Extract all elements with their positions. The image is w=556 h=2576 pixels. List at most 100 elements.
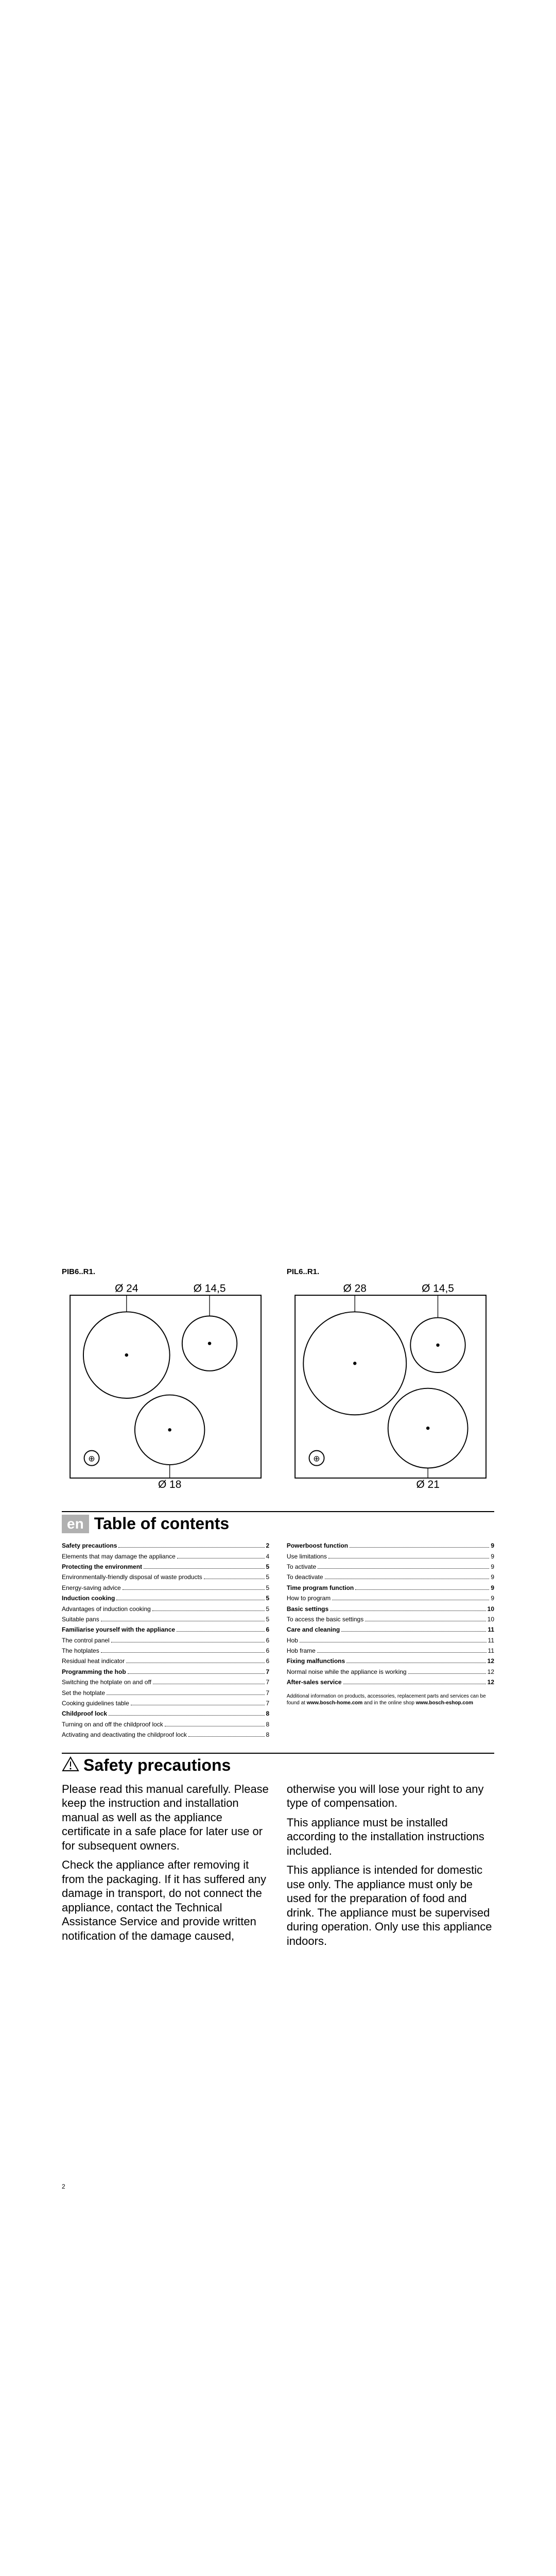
toc-entry-label: Induction cooking [62, 1593, 115, 1603]
page-content: PIB6..R1. Ø 24 Ø 14,5 Ø 18 [62, 1267, 494, 1953]
dia-r-dim-1: Ø 28 [343, 1283, 366, 1295]
dia-r-dim-3: Ø 21 [416, 1479, 439, 1488]
toc-entry: Care and cleaning11 [287, 1624, 494, 1635]
toc-entry-page: 5 [266, 1572, 270, 1582]
toc-entry: Fixing malfunctions12 [287, 1656, 494, 1666]
toc-dots [177, 1631, 264, 1632]
toc-entry-label: Care and cleaning [287, 1624, 340, 1635]
body-paragraph: This appliance must be installed accordi… [287, 1816, 494, 1858]
dia-l-dim-2: Ø 14,5 [194, 1283, 226, 1295]
toc-entry-page: 7 [266, 1677, 270, 1687]
toc-entry-label: How to program [287, 1593, 331, 1603]
toc-entry-label: Protecting the environment [62, 1562, 142, 1572]
toc-entry-label: To activate [287, 1562, 316, 1572]
toc-dots [128, 1673, 265, 1674]
body-paragraph: This appliance is intended for domestic … [287, 1863, 494, 1948]
diagram-right: PIL6..R1. Ø 28 Ø 14,5 Ø 21 [287, 1267, 494, 1490]
toc-entry-page: 5 [266, 1614, 270, 1624]
control-symbol-r: ⊕ [313, 1454, 320, 1464]
toc-entry: To access the basic settings 10 [287, 1614, 494, 1624]
toc-dots [107, 1694, 264, 1695]
toc-entry: Childproof lock8 [62, 1708, 269, 1719]
toc-entry-label: The hotplates [62, 1646, 99, 1656]
toc-dots [123, 1589, 265, 1590]
toc-entry: Familiarise yourself with the appliance6 [62, 1624, 269, 1635]
toc-entry-page: 9 [491, 1572, 494, 1582]
diagram-right-label: PIL6..R1. [287, 1267, 494, 1276]
toc-entry-page: 12 [488, 1656, 494, 1666]
toc-entry-page: 2 [266, 1540, 270, 1551]
toc-entry: How to program 9 [287, 1593, 494, 1603]
hob-diagrams-row: PIB6..R1. Ø 24 Ø 14,5 Ø 18 [62, 1267, 494, 1490]
toc-entry: Normal noise while the appliance is work… [287, 1667, 494, 1677]
toc-entry-label: Residual heat indicator [62, 1656, 125, 1666]
toc-entry-page: 11 [488, 1635, 494, 1646]
toc-entry: Protecting the environment5 [62, 1562, 269, 1572]
toc-entry: Turning on and off the childproof lock8 [62, 1719, 269, 1730]
toc-entry: Hob 11 [287, 1635, 494, 1646]
toc-dots [341, 1631, 486, 1632]
toc-entry-label: Set the hotplate [62, 1688, 105, 1698]
dia-r-dim-2: Ø 14,5 [422, 1283, 454, 1295]
toc-entry-page: 9 [491, 1551, 494, 1562]
toc-dots [350, 1547, 489, 1548]
toc-dots [118, 1547, 264, 1548]
toc-entry: Cooking guidelines table7 [62, 1698, 269, 1708]
toc-entry: The hotplates 6 [62, 1646, 269, 1656]
toc-entry-label: Normal noise while the appliance is work… [287, 1667, 407, 1677]
toc-entry-label: Environmentally-friendly disposal of was… [62, 1572, 202, 1582]
toc-entry-page: 8 [266, 1730, 270, 1740]
toc-entry-label: Programming the hob [62, 1667, 126, 1677]
toc-entry-page: 6 [266, 1646, 270, 1656]
toc-entry-label: Hob [287, 1635, 298, 1646]
toc-entry-label: Powerboost function [287, 1540, 348, 1551]
page-number: 2 [62, 2183, 65, 2190]
dia-l-dim-1: Ø 24 [115, 1283, 138, 1295]
toc-entry-page: 9 [491, 1540, 494, 1551]
toc-entry: The control panel6 [62, 1635, 269, 1646]
toc-entry: Advantages of induction cooking5 [62, 1604, 269, 1614]
toc-entry: Switching the hotplate on and off7 [62, 1677, 269, 1687]
toc-entry: To activate9 [287, 1562, 494, 1572]
warning-icon [62, 1756, 79, 1774]
toc-entry-label: To access the basic settings [287, 1614, 363, 1624]
toc-entry-page: 9 [491, 1583, 494, 1593]
toc-entry-label: After-sales service [287, 1677, 342, 1687]
toc-entry-label: Safety precautions [62, 1540, 117, 1551]
toc-dots [317, 1652, 486, 1653]
toc-dots [101, 1652, 265, 1653]
toc-entry-page: 5 [266, 1604, 270, 1614]
toc-dots [318, 1568, 489, 1569]
diagram-left-svg: Ø 24 Ø 14,5 Ø 18 ⊕ [62, 1280, 269, 1488]
toc-entry: Activating and deactivating the childpro… [62, 1730, 269, 1740]
toc-entry-page: 7 [266, 1688, 270, 1698]
toc-title: Table of contents [94, 1514, 230, 1533]
toc-entry-page: 10 [488, 1614, 494, 1624]
body-paragraph: Check the appliance after removing it fr… [62, 1858, 269, 1943]
toc-header: en Table of contents [62, 1511, 494, 1533]
toc-entry: Powerboost function 9 [287, 1540, 494, 1551]
toc-dots [408, 1673, 486, 1674]
toc-entry-page: 12 [488, 1667, 494, 1677]
toc-entry-page: 10 [488, 1604, 494, 1614]
toc-entry-page: 4 [266, 1551, 270, 1562]
toc-footnote: Additional information on products, acce… [287, 1693, 494, 1706]
body-paragraph: otherwise you will lose your right to an… [287, 1782, 494, 1810]
toc-right-column: Powerboost function9Use limitations9To a… [287, 1540, 494, 1740]
safety-title: Safety precautions [83, 1756, 231, 1775]
toc-entry-label: Cooking guidelines table [62, 1698, 129, 1708]
dia-l-dim-3: Ø 18 [158, 1479, 181, 1488]
toc-entry: Induction cooking5 [62, 1593, 269, 1603]
body-paragraph: Please read this manual carefully. Pleas… [62, 1782, 269, 1853]
toc-entry-label: Elements that may damage the appliance [62, 1551, 176, 1562]
toc-entry: Residual heat indicator6 [62, 1656, 269, 1666]
toc-columns: Safety precautions 2 Elements that may dam… [62, 1540, 494, 1747]
toc-entry-page: 7 [266, 1667, 270, 1677]
toc-entry-page: 9 [491, 1593, 494, 1603]
toc-entry: Safety precautions 2 [62, 1540, 269, 1551]
toc-entry-page: 12 [488, 1677, 494, 1687]
lang-badge: en [62, 1515, 89, 1533]
toc-entry: Use limitations9 [287, 1551, 494, 1562]
toc-entry: Time program function9 [287, 1583, 494, 1593]
toc-entry-label: Activating and deactivating the childpro… [62, 1730, 187, 1740]
